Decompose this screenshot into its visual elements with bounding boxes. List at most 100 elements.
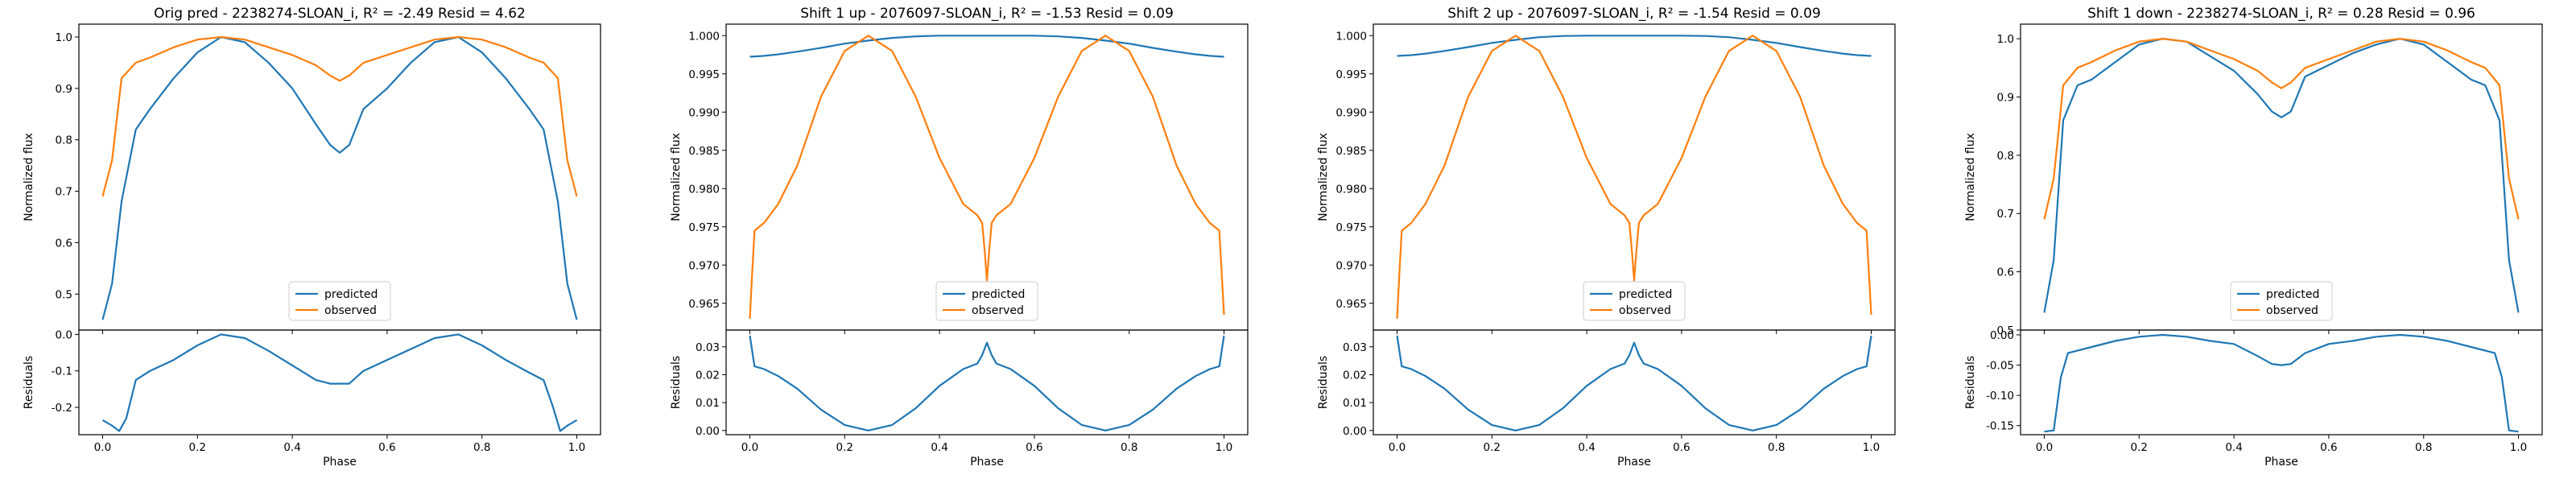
legend-label: predicted	[1619, 288, 1672, 301]
y-tick-label: 1.0	[56, 31, 72, 44]
y-tick-label: 0.965	[1335, 298, 1367, 311]
residual-line	[1396, 335, 1872, 431]
x-axis-label: Phase	[970, 456, 1004, 469]
legend: predicted observed	[1583, 281, 1686, 321]
series-line-predicted	[1397, 35, 1872, 57]
x-tick-label: 0.4	[931, 441, 947, 454]
x-axis-label: Phase	[323, 456, 357, 469]
legend-label: observed	[1619, 304, 1671, 317]
x-tick-label: 1.0	[1863, 441, 1880, 454]
residual-y-tick-label: -0.15	[1986, 420, 2014, 433]
y-tick-label: 0.5	[56, 288, 72, 301]
residual-axes-frame	[1373, 329, 1896, 436]
y-tick-label: 1.000	[688, 30, 720, 43]
y-tick-label: 0.975	[1335, 221, 1367, 234]
x-tick-label: 0.4	[2225, 441, 2242, 454]
x-tick-label: 1.0	[568, 441, 585, 454]
x-tick-label: 0.0	[94, 441, 111, 454]
residual-line	[2044, 333, 2519, 433]
legend: predicted observed	[288, 281, 391, 321]
legend: predicted observed	[935, 281, 1038, 321]
residual-line	[749, 335, 1225, 431]
legend-label: predicted	[2266, 288, 2319, 301]
series-line-observed	[1396, 35, 1872, 319]
series-line-observed	[2043, 37, 2520, 220]
x-tick-label: 0.2	[189, 441, 206, 454]
y-tick-label: 0.985	[688, 145, 720, 158]
y-tick-label: 0.970	[688, 259, 720, 272]
x-tick-label: 0.0	[2036, 441, 2053, 454]
residual-y-tick-label: -0.05	[1986, 360, 2014, 373]
x-tick-label: 0.8	[1768, 441, 1785, 454]
y-tick-label: 0.9	[56, 83, 72, 96]
residual-y-tick-label: -0.1	[52, 365, 72, 378]
residual-axes-frame	[725, 329, 1249, 436]
x-tick-label: 0.2	[2131, 441, 2148, 454]
y-tick-label: 0.980	[688, 183, 720, 196]
residual-y-tick-label: 0.03	[1343, 341, 1367, 354]
subplot-panel: Shift 2 up - 2076097-SLOAN_i, R² = -1.54…	[1317, 6, 1896, 469]
main-axes-frame	[2020, 23, 2543, 331]
residual-y-tick-label: -0.2	[52, 402, 72, 415]
panel-title: Orig pred - 2238274-SLOAN_i, R² = -2.49 …	[154, 6, 526, 22]
subplot-grid: Orig pred - 2238274-SLOAN_i, R² = -2.49 …	[23, 6, 2543, 469]
x-tick-label: 0.8	[473, 441, 490, 454]
y-tick-label: 0.9	[1997, 91, 2014, 104]
y-tick-label: 0.6	[56, 237, 72, 250]
residual-axes-frame	[2020, 329, 2543, 436]
residual-y-axis-label: Residuals	[670, 356, 683, 409]
y-tick-label: 0.980	[1335, 183, 1367, 196]
y-tick-label: 0.6	[1997, 266, 2014, 279]
y-tick-label: 0.965	[688, 298, 720, 311]
subplot-panel: Orig pred - 2238274-SLOAN_i, R² = -2.49 …	[23, 6, 601, 469]
x-axis-label: Phase	[1617, 456, 1651, 469]
x-axis-label: Phase	[2264, 456, 2298, 469]
residual-y-tick-label: 0.02	[696, 369, 720, 382]
y-axis-label: Normalized flux	[670, 133, 683, 221]
y-tick-label: 0.8	[1997, 150, 2014, 163]
y-axis-label: Normalized flux	[1317, 133, 1330, 221]
y-tick-label: 0.975	[688, 221, 720, 234]
x-tick-label: 0.6	[378, 441, 395, 454]
series-line-predicted	[101, 35, 578, 320]
panel-title: Shift 1 down - 2238274-SLOAN_i, R² = 0.2…	[2087, 6, 2475, 22]
y-tick-label: 0.7	[56, 186, 72, 199]
residual-y-tick-label: 0.03	[696, 341, 720, 354]
panel-title: Shift 1 up - 2076097-SLOAN_i, R² = -1.53…	[800, 6, 1174, 22]
x-tick-label: 0.8	[1121, 441, 1137, 454]
y-tick-label: 0.985	[1335, 145, 1367, 158]
series-line-predicted	[2043, 37, 2520, 313]
residual-y-tick-label: 0.0	[56, 328, 72, 341]
y-tick-label: 0.990	[688, 106, 720, 119]
y-tick-label: 0.995	[688, 68, 720, 81]
x-tick-label: 0.8	[2415, 441, 2432, 454]
y-tick-label: 1.0	[1997, 33, 2014, 46]
y-tick-label: 0.995	[1335, 68, 1367, 81]
y-axis-label: Normalized flux	[23, 133, 35, 221]
residual-y-tick-label: -0.10	[1986, 390, 2014, 402]
residual-y-tick-label: 0.00	[1990, 329, 2014, 342]
residual-y-tick-label: 0.01	[696, 397, 720, 410]
legend-label: predicted	[324, 288, 378, 301]
x-tick-label: 0.4	[283, 441, 300, 454]
residual-y-tick-label: 0.01	[1343, 397, 1367, 410]
x-tick-label: 0.6	[1026, 441, 1042, 454]
residual-y-axis-label: Residuals	[1964, 356, 1977, 409]
x-tick-label: 0.0	[1389, 441, 1406, 454]
x-tick-label: 0.6	[1673, 441, 1690, 454]
y-axis-label: Normalized flux	[1964, 133, 1977, 221]
residual-y-tick-label: 0.00	[1343, 425, 1367, 438]
legend: predicted observed	[2230, 281, 2333, 321]
legend-label: predicted	[972, 288, 1025, 301]
residual-y-tick-label: 0.02	[1343, 369, 1367, 382]
x-tick-label: 0.2	[1484, 441, 1501, 454]
legend-label: observed	[324, 304, 377, 317]
x-tick-label: 0.4	[1578, 441, 1595, 454]
series-line-observed	[101, 35, 578, 197]
y-tick-label: 0.7	[1997, 208, 2014, 221]
residual-line	[101, 333, 578, 432]
x-tick-label: 1.0	[1216, 441, 1232, 454]
panel-title: Shift 2 up - 2076097-SLOAN_i, R² = -1.54…	[1447, 6, 1821, 22]
residual-y-axis-label: Residuals	[23, 356, 35, 409]
